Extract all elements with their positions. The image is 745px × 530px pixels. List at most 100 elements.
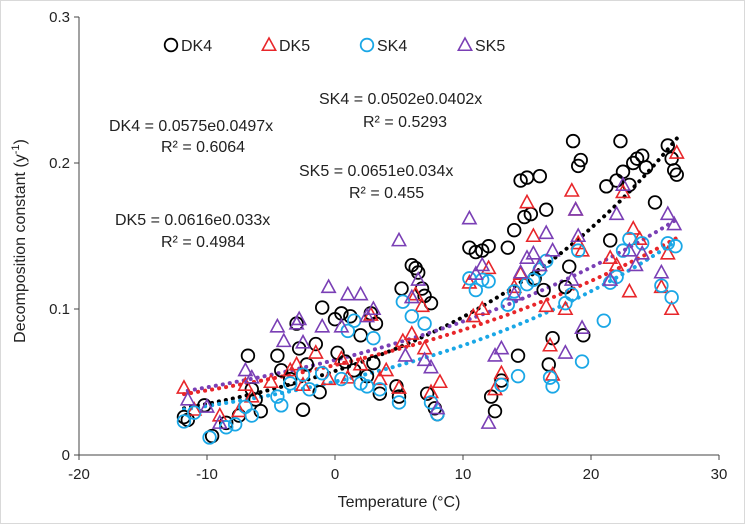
fit-equation-text: SK4 = 0.0502e0.0402x [319,91,482,108]
data-point [414,297,431,313]
fit-equations: DK4 = 0.0575e0.0497x R² = 0.6064 DK5 = 0.0… [109,91,482,251]
data-point [314,317,331,333]
data-point [602,271,619,286]
legend-item-sk4: SK4 [359,37,407,55]
data-point [615,164,631,179]
data-point [270,348,285,363]
legend-label: SK5 [475,38,505,55]
data-point [638,160,654,175]
legend-label: DK4 [181,38,212,55]
data-point [407,285,424,301]
data-point [654,278,669,293]
data-point [525,227,542,243]
data-point [465,307,482,323]
data-point [391,389,407,404]
data-point [615,176,631,191]
data-point [659,205,676,221]
data-point [186,401,203,416]
data-point [567,201,584,216]
fit-equation-sk5: SK5 = 0.0651e0.034x R² = 0.455 [299,163,453,202]
series-sk5 [179,176,683,429]
data-point [603,233,618,248]
fit-equation-text: DK5 = 0.0616e0.033x [115,212,270,229]
data-point [176,414,192,429]
data-point [391,379,407,394]
data-point [175,379,192,394]
data-point [467,265,484,281]
data-point [334,371,349,387]
data-point [461,209,478,225]
data-point [538,224,555,240]
data-point [339,368,356,384]
data-point [615,243,631,258]
data-point [202,430,217,445]
data-point [563,182,580,197]
data-point [487,404,503,419]
legend-marker [457,36,473,52]
data-point [270,389,285,404]
data-point [634,244,651,260]
data-point [538,297,555,313]
data-point [512,263,529,279]
data-point [567,201,584,216]
data-point [343,309,358,324]
data-point [494,377,509,393]
x-tick-label: -20 [68,466,90,483]
data-point [315,366,330,381]
data-point [513,173,528,188]
data-point [269,317,286,333]
data-point [563,271,580,286]
data-point [372,382,388,397]
data-point [391,395,407,410]
data-point [613,133,628,149]
data-point [397,347,414,362]
data-point [500,240,516,255]
data-point [274,398,289,413]
data-point [320,278,337,294]
data-point [333,317,350,333]
data-point [481,274,496,289]
data-point [429,399,446,415]
data-point [663,300,680,316]
data-point [576,328,591,343]
fit-r2-text: R² = 0.5293 [363,114,447,131]
data-point [519,193,535,209]
data-point [468,244,484,260]
data-point [378,361,395,377]
data-point [283,371,298,387]
data-point [410,271,427,286]
data-point [468,282,484,298]
legend-marker [163,37,179,53]
data-point [542,370,558,385]
data-point [660,236,676,251]
data-point [253,404,268,419]
data-point [211,414,228,429]
data-point [562,259,577,274]
data-point [315,300,330,315]
data-point [596,313,612,328]
x-tick-label: 30 [711,466,728,483]
series-dk5 [175,144,685,422]
fit-equation-text: SK5 = 0.0651e0.034x [299,163,453,180]
data-point [542,336,559,352]
data-point [481,239,496,254]
data-point [510,348,526,363]
data-point [339,285,356,301]
legend-marker [359,37,375,53]
data-point [237,376,254,391]
x-tick-label: 10 [455,466,472,483]
data-point [359,307,375,323]
data-point [243,368,260,384]
data-point [395,294,411,309]
data-point [571,243,586,258]
data-point [353,328,368,343]
data-point [274,363,289,378]
data-point [532,168,548,184]
data-point [507,284,522,299]
x-axis-label: Temperature (°C) [338,494,461,511]
data-point [621,282,638,298]
legend-label: DK5 [279,38,310,55]
data-point [573,152,588,168]
data-point [544,241,561,257]
data-point [487,347,503,362]
